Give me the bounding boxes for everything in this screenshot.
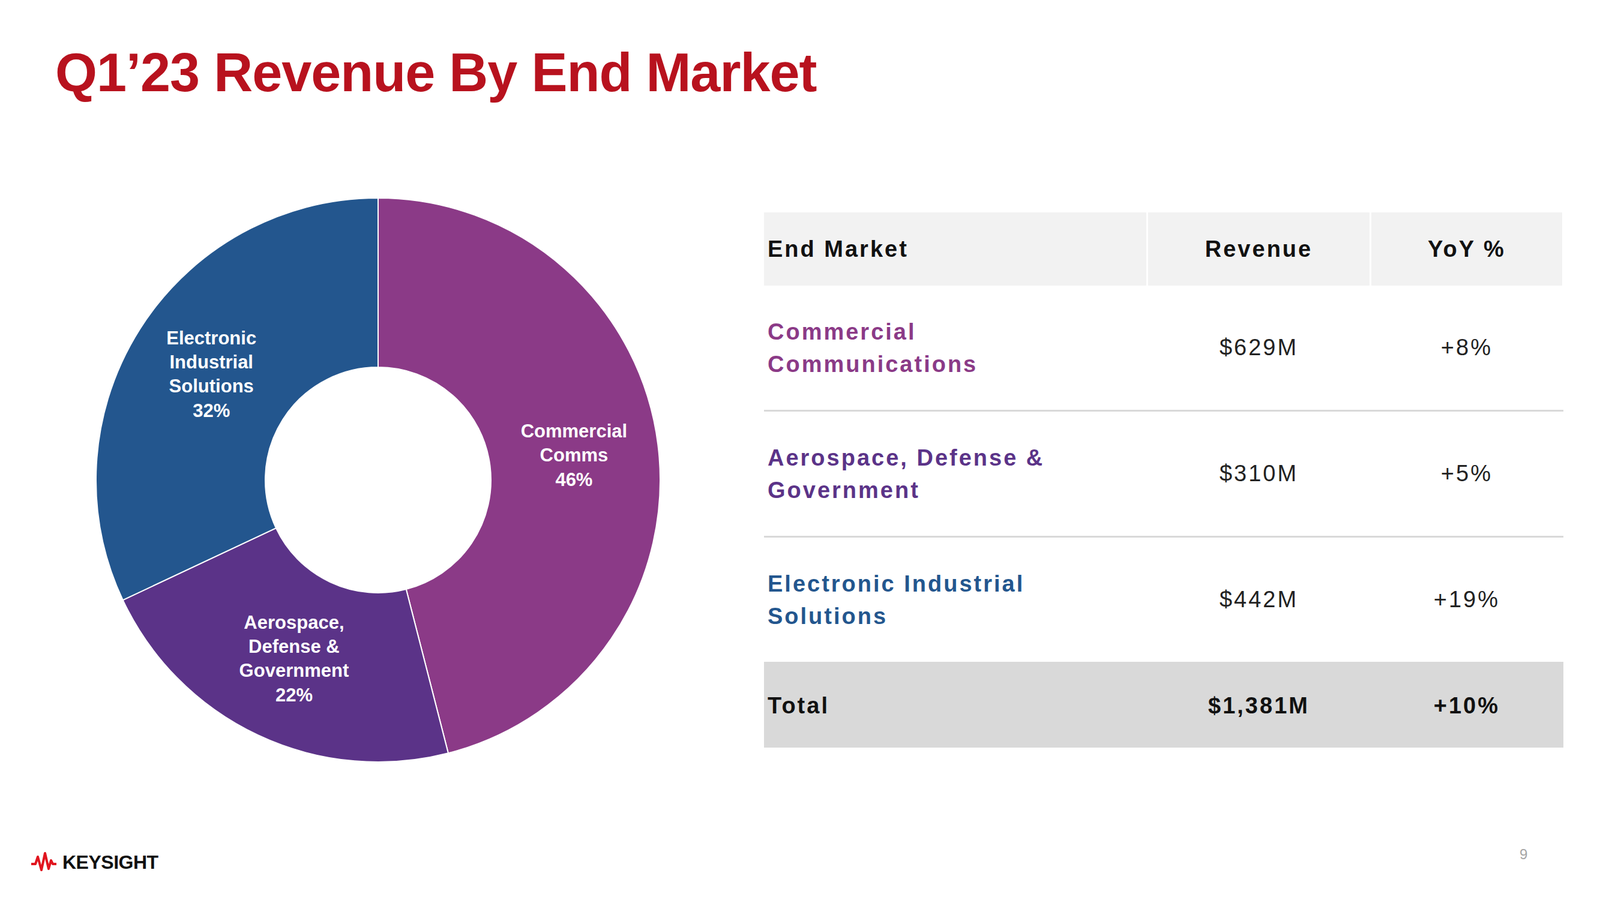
html-text:9: 9 — [1519, 846, 1528, 863]
html-text:$442M: $442M — [1219, 586, 1299, 613]
svg-text:ElectronicIndustrialSolutions3: ElectronicIndustrialSolutions32% — [166, 327, 257, 422]
html-text:YoY %: YoY % — [1427, 236, 1506, 262]
html-text:+5%: +5% — [1440, 460, 1493, 487]
svg-text:Aerospace,Defense &Government2: Aerospace,Defense &Government22% — [239, 612, 350, 706]
html-text:$629M: $629M — [1219, 334, 1299, 361]
html-text:End Market: End Market — [767, 236, 909, 262]
html-text:KEYSIGHT: KEYSIGHT — [62, 851, 159, 873]
html-text:$310M: $310M — [1219, 460, 1299, 487]
html-text:Revenue: Revenue — [1204, 236, 1313, 262]
html-text:Commercial Communications: Commercial Communications — [767, 318, 978, 377]
html-text:Total: Total — [767, 692, 830, 719]
svg-text:CommercialComms46%: CommercialComms46% — [520, 420, 628, 491]
html-text:Q1’23 Revenue By End Market: Q1’23 Revenue By End Market — [55, 42, 817, 103]
html-text:Electronic Industrial Solution: Electronic Industrial Solutions — [767, 571, 1025, 629]
html-text:+19%: +19% — [1433, 586, 1500, 613]
html-text:$1,381M: $1,381M — [1208, 692, 1310, 719]
html-text:+10%: +10% — [1433, 692, 1500, 719]
html-text:Aerospace, Defense & Governmen: Aerospace, Defense & Government — [767, 445, 1045, 503]
html-text:+8%: +8% — [1440, 334, 1493, 361]
